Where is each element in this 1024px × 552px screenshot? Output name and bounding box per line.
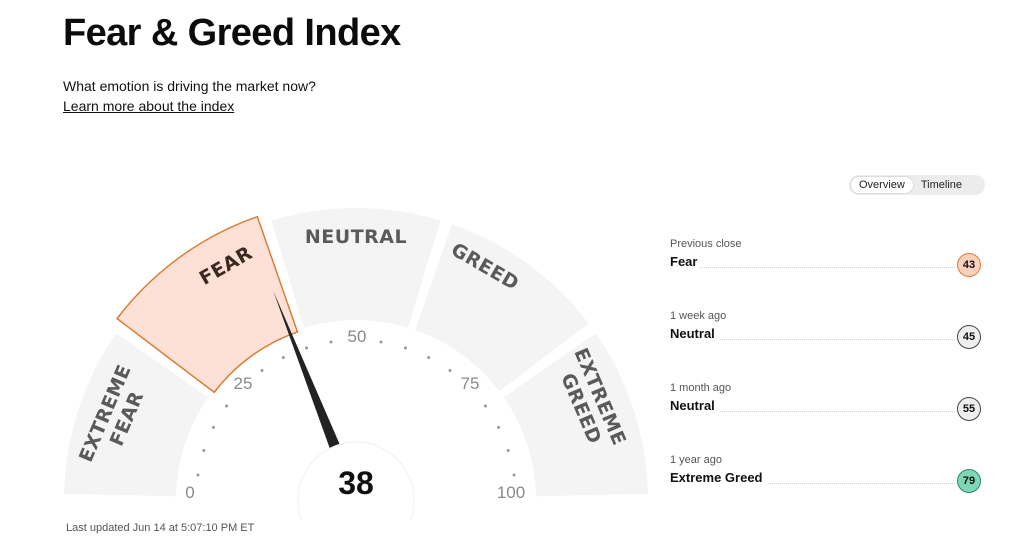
gauge-segment-neutral	[271, 208, 441, 328]
scale-dot	[483, 404, 487, 408]
history-row-previous-close: Previous close Fear 43	[670, 238, 985, 282]
gauge-segment-fear	[115, 215, 299, 394]
scale-dot	[448, 369, 452, 373]
scale-dot	[202, 449, 206, 453]
history-row-1-year: 1 year ago Extreme Greed 79	[670, 454, 985, 498]
history-divider	[720, 411, 955, 412]
scale-dot	[427, 355, 431, 359]
timeline-tab[interactable]: Timeline	[920, 179, 963, 191]
scale-dot	[497, 425, 501, 429]
history-label: 1 month ago	[670, 382, 732, 394]
history-divider	[768, 483, 955, 484]
scale-dot	[196, 473, 200, 477]
learn-more-link[interactable]: Learn more about the index	[63, 98, 235, 114]
history-divider	[720, 339, 955, 340]
history-label: 1 week ago	[670, 310, 727, 322]
fear-greed-gauge: 0 25 50 75 100 EXTREME FEAR FEAR NEUTRAL…	[60, 208, 660, 520]
page-title: Fear & Greed Index	[63, 12, 401, 54]
scale-dot	[225, 404, 229, 408]
scale-dot	[379, 340, 383, 344]
history-label: Previous close	[670, 238, 742, 250]
gauge-segments	[60, 208, 660, 520]
history-badge: 79	[957, 469, 981, 493]
history-badge: 43	[957, 253, 981, 277]
gauge-scale-dots	[196, 340, 516, 477]
history-row-1-week: 1 week ago Neutral 45	[670, 310, 985, 354]
scale-dot	[403, 346, 407, 350]
score-circle	[297, 441, 415, 520]
scale-dot	[329, 340, 333, 344]
tick-label-50: 50	[348, 327, 367, 346]
gauge-segment-greed	[415, 224, 589, 392]
tick-label-0: 0	[185, 483, 194, 502]
scale-dot	[211, 425, 215, 429]
tick-label-25: 25	[234, 374, 253, 393]
overview-tab[interactable]: Overview	[851, 177, 913, 193]
last-updated: Last updated Jun 14 at 5:07:10 PM ET	[66, 522, 255, 534]
segment-label-neutral: NEUTRAL	[305, 226, 407, 248]
history-status: Extreme Greed	[670, 470, 763, 485]
history-status: Neutral	[670, 326, 715, 341]
gauge-tick-labels: 0 25 50 75 100	[185, 327, 525, 502]
scale-dot	[305, 346, 309, 350]
history-divider	[700, 267, 955, 268]
scale-dot	[512, 473, 516, 477]
history-badge: 55	[957, 397, 981, 421]
score-value: 38	[338, 465, 374, 501]
scale-dot	[260, 369, 264, 373]
view-toggle: Overview Timeline	[849, 175, 985, 195]
gauge-segment-extreme-greed	[503, 333, 648, 497]
history-status: Fear	[670, 254, 698, 269]
scale-dot	[281, 355, 285, 359]
gauge-needle	[273, 290, 348, 467]
gauge-segment-extreme-fear	[64, 333, 209, 497]
history-badge: 45	[957, 325, 981, 349]
history-row-1-month: 1 month ago Neutral 55	[670, 382, 985, 426]
scale-dot	[506, 449, 510, 453]
history-label: 1 year ago	[670, 454, 722, 466]
page-subtitle: What emotion is driving the market now?	[63, 78, 316, 94]
history-status: Neutral	[670, 398, 715, 413]
tick-label-100: 100	[497, 483, 525, 502]
tick-label-75: 75	[461, 374, 480, 393]
